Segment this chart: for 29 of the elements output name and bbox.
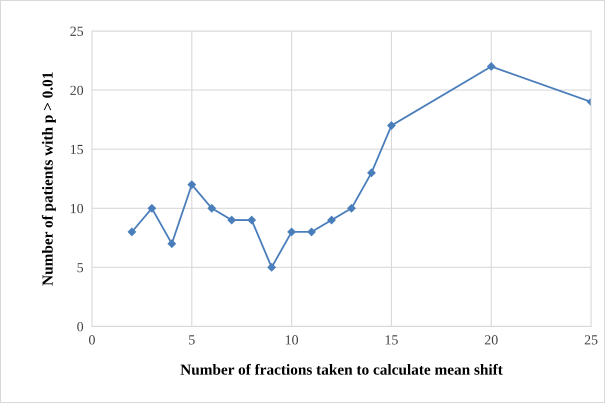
- x-axis-title: Number of fractions taken to calculate mean shift: [180, 364, 503, 375]
- point: [327, 216, 336, 224]
- point: [307, 228, 316, 236]
- x-tick-label: 0: [89, 335, 95, 345]
- point: [208, 204, 216, 212]
- point: [287, 228, 296, 236]
- y-tick-label: 15: [70, 144, 84, 154]
- y-tick-label: 20: [70, 86, 84, 96]
- x-tick-label: 20: [484, 335, 498, 345]
- y-axis-title: Number of patients with p > 0.01: [42, 72, 56, 286]
- point: [347, 204, 356, 212]
- x-tick-label: 25: [584, 335, 598, 345]
- x-tick-label: 5: [189, 335, 195, 345]
- point: [248, 216, 256, 224]
- point: [128, 228, 136, 236]
- point: [168, 240, 176, 248]
- y-tick-label: 5: [77, 263, 84, 272]
- y-tick-label: 25: [70, 26, 84, 36]
- y-tick-label: 0: [77, 322, 84, 332]
- point: [188, 180, 196, 189]
- x-tick-label: 10: [286, 335, 298, 345]
- x-tick-label: 15: [386, 335, 398, 345]
- point: [268, 263, 276, 272]
- point: [228, 216, 236, 224]
- point: [487, 62, 496, 71]
- point: [387, 121, 396, 130]
- point: [367, 168, 376, 177]
- y-tick-label: 10: [70, 204, 84, 214]
- point: [148, 204, 156, 212]
